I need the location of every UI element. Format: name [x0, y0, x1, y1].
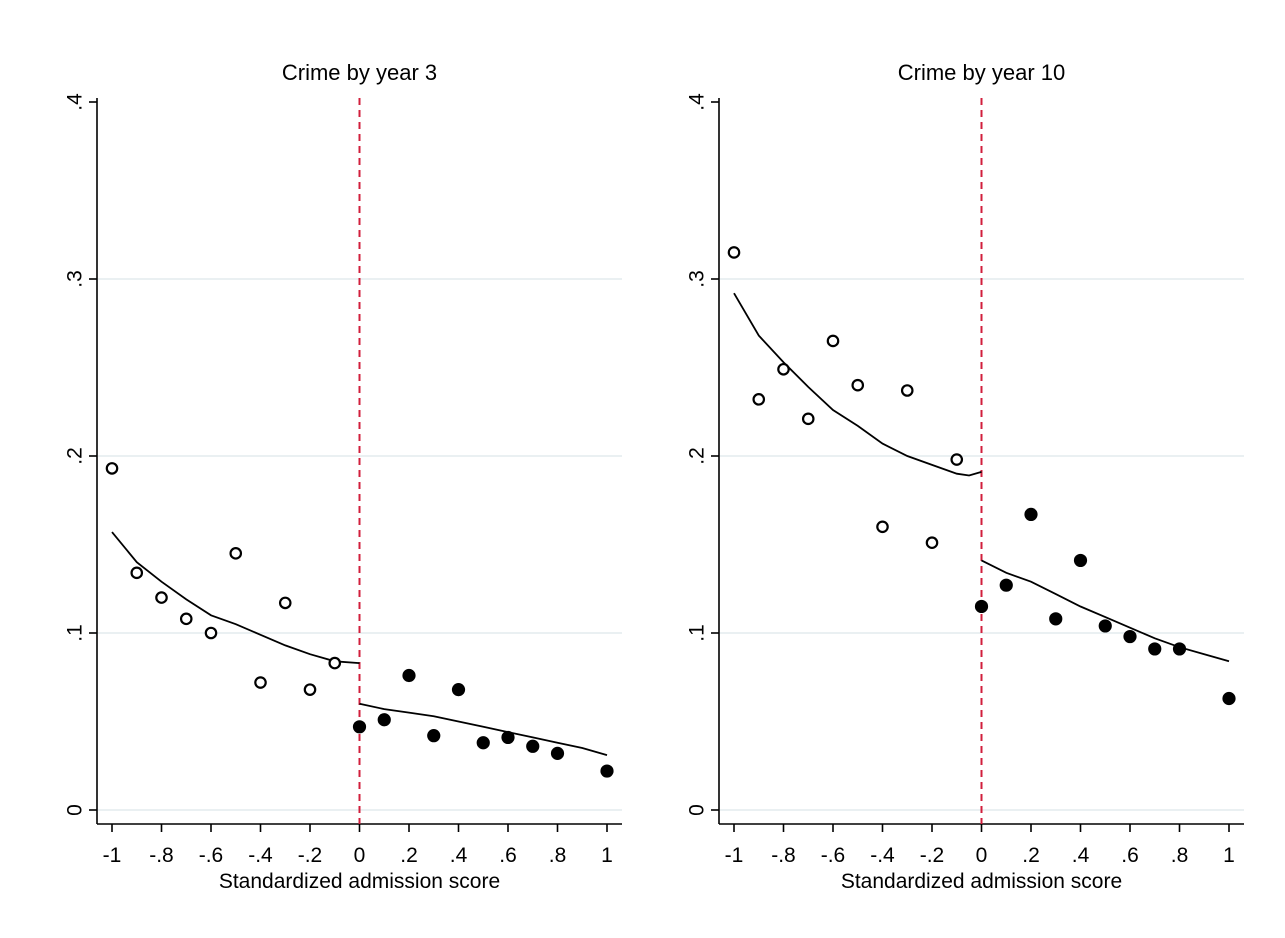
- chart-title: Crime by year 3: [282, 60, 437, 85]
- x-tick-label: 0: [354, 844, 366, 867]
- data-point-filled: [1123, 629, 1137, 644]
- x-tick-label: 1: [601, 844, 613, 867]
- data-point-filled: [1024, 507, 1038, 522]
- fit-line-right: [359, 702, 608, 756]
- chart-panel-1: 0 .1 .2 .3 .4 -1 -.8 -.6 -.4 -.2 0 .2 .4 .6 .8 1 Standar…: [64, 60, 622, 893]
- data-point-hollow: [876, 520, 889, 534]
- x-tick-label: 0: [976, 844, 988, 867]
- x-tick-label: -1: [725, 844, 744, 867]
- data-point-hollow: [229, 547, 243, 560]
- data-point-hollow: [925, 536, 939, 550]
- data-point-hollow: [155, 591, 168, 604]
- data-point-hollow: [328, 656, 342, 670]
- data-point-filled: [526, 739, 540, 753]
- fit-line-left: [111, 531, 360, 664]
- x-tick-label: .8: [549, 844, 567, 867]
- y-tick-label: .4: [64, 93, 87, 111]
- data-point-hollow: [727, 246, 741, 259]
- x-tick-label: -1: [103, 844, 122, 867]
- y-tick-label: .1: [686, 624, 709, 642]
- data-point-hollow: [950, 453, 964, 466]
- x-tick-label: .2: [400, 844, 418, 867]
- x-axis-label: Standardized admission score: [219, 870, 500, 893]
- x-tick-label: .6: [1121, 844, 1139, 867]
- x-tick-label: -.6: [821, 844, 846, 867]
- x-tick-label: -.4: [248, 844, 273, 867]
- data-point-filled: [352, 720, 367, 734]
- fit-line-left: [733, 292, 982, 477]
- fit-line-right: [981, 559, 1230, 663]
- x-tick-label: -.8: [149, 844, 174, 867]
- x-tick-label: -.2: [920, 844, 945, 867]
- data-point-filled: [1172, 642, 1187, 656]
- data-point-filled: [1148, 642, 1162, 656]
- x-tick-label: .8: [1171, 844, 1189, 867]
- y-tick-label: .2: [64, 447, 87, 465]
- x-tick-label: .4: [1072, 844, 1090, 867]
- x-tick-label: 1: [1223, 844, 1235, 867]
- y-tick-label: .1: [64, 624, 87, 642]
- x-tick-label: .4: [450, 844, 468, 867]
- x-axis-label: Standardized admission score: [841, 870, 1122, 893]
- data-point-filled: [377, 713, 391, 727]
- data-point-filled: [550, 746, 565, 760]
- data-point-hollow: [179, 612, 193, 626]
- y-tick-label: .3: [686, 270, 709, 288]
- data-point-hollow: [777, 362, 790, 376]
- data-point-filled: [999, 578, 1013, 592]
- data-point-filled: [402, 668, 416, 683]
- data-point-filled: [1049, 612, 1063, 626]
- data-point-hollow: [826, 334, 840, 348]
- data-point-hollow: [204, 626, 218, 640]
- data-point-hollow: [900, 384, 914, 397]
- x-tick-label: -.8: [771, 844, 796, 867]
- x-tick-label: -.2: [298, 844, 323, 867]
- data-point-filled: [1098, 619, 1112, 633]
- chart-title: Crime by year 10: [898, 60, 1066, 85]
- data-point-filled: [476, 736, 490, 750]
- data-point-hollow: [303, 683, 317, 696]
- x-tick-label: -.4: [870, 844, 895, 867]
- y-tick-label: 0: [686, 804, 709, 816]
- x-tick-label: .2: [1022, 844, 1040, 867]
- data-point-hollow: [130, 566, 144, 580]
- data-point-filled: [1222, 691, 1236, 706]
- y-tick-label: 0: [64, 804, 87, 816]
- data-point-hollow: [801, 412, 815, 426]
- x-tick-label: -.6: [199, 844, 224, 867]
- data-point-hollow: [105, 462, 119, 475]
- data-point-filled: [1073, 553, 1088, 568]
- data-point-filled: [600, 764, 614, 778]
- chart-panel-2: 0 .1 .2 .3 .4 -1 -.8 -.6 -.4 -.2 0 .2 .4 .6 .8 1 Standar…: [686, 60, 1244, 893]
- data-point-filled: [427, 729, 441, 743]
- data-point-hollow: [278, 596, 292, 610]
- data-point-filled: [501, 730, 515, 745]
- y-tick-label: .2: [686, 447, 709, 465]
- data-point-filled: [974, 599, 989, 614]
- y-tick-label: .3: [64, 270, 87, 288]
- x-tick-label: .6: [499, 844, 517, 867]
- data-point-hollow: [752, 393, 766, 406]
- data-point-filled: [451, 683, 466, 697]
- data-point-hollow: [254, 676, 267, 689]
- data-point-hollow: [851, 378, 865, 392]
- y-tick-label: .4: [686, 93, 709, 111]
